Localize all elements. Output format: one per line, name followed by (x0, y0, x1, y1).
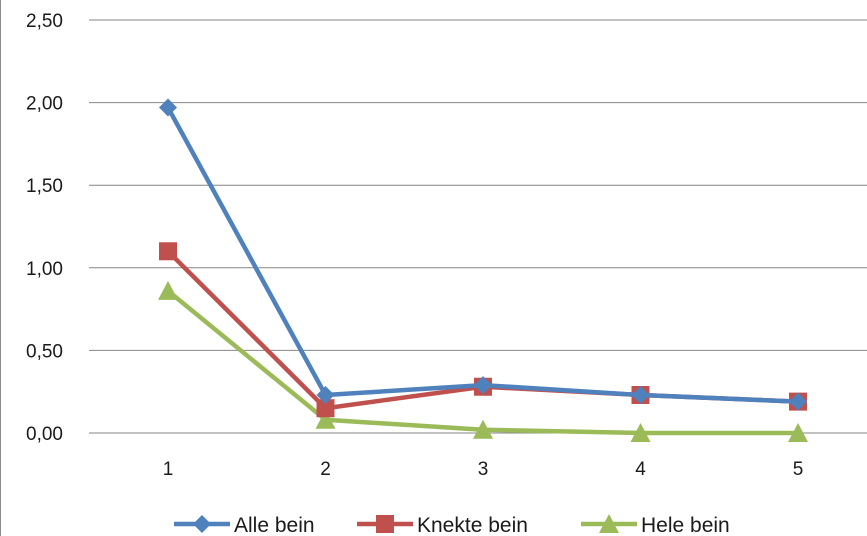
series-line (166, 106, 799, 404)
series-lines (158, 98, 808, 442)
y-tick-label: 1,00 (26, 259, 63, 280)
y-tick-label: 2,50 (26, 11, 63, 32)
series-line (166, 289, 798, 436)
y-tick-label: 1,50 (26, 176, 63, 197)
legend-marker (599, 514, 619, 533)
x-tick-label: 4 (635, 459, 646, 480)
y-tick-label: 2,00 (26, 94, 63, 115)
legend-label: Alle bein (234, 514, 315, 536)
data-point-marker (159, 242, 177, 261)
data-point-marker (316, 399, 335, 418)
legend-marker (193, 515, 211, 533)
legend: Alle bein Knekte bein Hele bein (174, 514, 730, 536)
data-point-marker (473, 419, 493, 439)
y-axis-ticks: 0,00 0,50 1,00 1,50 2,00 2,50 (26, 11, 63, 445)
series-alle-bein (159, 98, 807, 411)
legend-marker (376, 515, 394, 533)
x-axis-ticks: 1 2 3 4 5 (163, 459, 804, 480)
x-tick-label: 2 (320, 459, 331, 480)
data-point-marker (315, 409, 336, 429)
legend-label: Hele bein (641, 514, 730, 536)
x-tick-label: 1 (163, 459, 174, 480)
data-point-marker (316, 386, 335, 405)
y-tick-label: 0,50 (26, 341, 63, 362)
data-point-marker (630, 423, 651, 442)
data-point-marker (788, 423, 808, 442)
data-point-marker (631, 386, 650, 405)
data-point-marker (158, 280, 178, 300)
legend-item: Hele bein (581, 514, 730, 536)
legend-label: Knekte bein (417, 514, 528, 536)
legend-item: Knekte bein (357, 514, 528, 536)
x-tick-label: 5 (793, 459, 804, 480)
legend-item: Alle bein (174, 514, 315, 536)
data-point-marker (789, 392, 807, 411)
data-point-marker (159, 98, 177, 117)
x-tick-label: 3 (478, 459, 489, 480)
y-tick-label: 0,00 (26, 424, 63, 445)
data-point-marker (474, 376, 492, 395)
gridlines (89, 19, 867, 434)
series-hele-bein (158, 280, 808, 442)
